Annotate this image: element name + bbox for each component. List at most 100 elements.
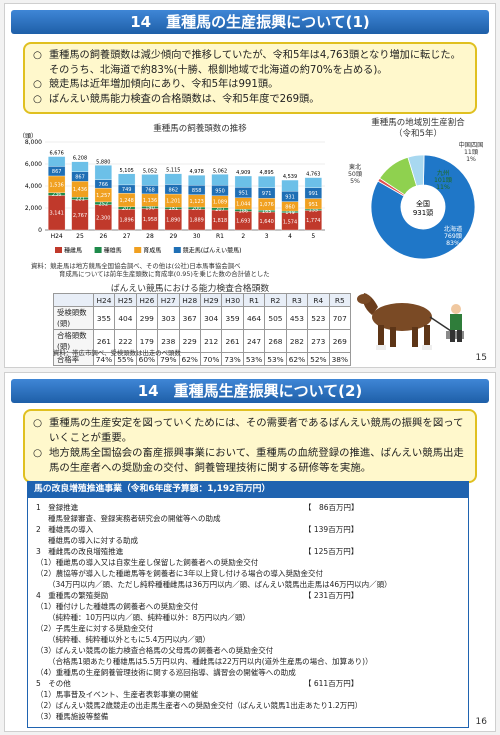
bar-value-label: 2,300 [96, 215, 110, 221]
source-note: 資料：競走馬は地方競馬全国協会調べ、その他は(公社)日本馬事協会調べ [31, 262, 241, 270]
table-cell: 229 [178, 329, 201, 353]
program-item-text: （2）子馬生産に対する奨励金交付 [36, 624, 154, 633]
program-item: （2）農協等が導入した種雌馬等を飼養者に3年以上貸し付ける場合の導入奨励金交付 [36, 568, 460, 579]
bar-value-label: 1,248 [120, 198, 134, 204]
x-tick-label: 27 [123, 233, 131, 240]
program-heading: 馬の改良增殖推進事業（令和6年度予算額：1,192百万円） [27, 481, 469, 498]
program-item-text: 2 種雄馬の導入 [36, 525, 94, 534]
x-tick-label: 4 [288, 233, 292, 240]
bar-value-label: 252 [99, 201, 109, 207]
program-item-text: （純粋種：10万円以内／頭、純粋種以外：8万円以内／頭） [48, 613, 250, 622]
bar-value-label: 207 [122, 206, 132, 212]
program-item-amount: 【 231百万円】 [304, 591, 359, 600]
table-cell: 53% [264, 352, 287, 366]
table-cell: 269 [328, 329, 352, 353]
legend-label: 育成馬 [143, 247, 161, 255]
table-cell: 355 [92, 306, 116, 330]
program-item: （2）子馬生産に対する奨励金交付 [36, 623, 460, 634]
pie-slice-count: 50頭 [348, 171, 363, 178]
bar-value-label: 867 [75, 175, 85, 181]
pie-slice-pct: 11% [436, 184, 450, 191]
program-item-amount: 【 611百万円】 [304, 679, 359, 688]
bar-total-label: 5,115 [166, 168, 180, 174]
table-title: ばんえい競馬における能力検査合格頭数 [110, 284, 270, 294]
pie-slice-count: 101頭 [434, 177, 453, 184]
bar-value-label: 1,436 [73, 187, 87, 193]
y-tick-label: 0 [38, 227, 42, 234]
program-item: 2 種雄馬の導入 【 139百万円】 [36, 524, 460, 535]
x-tick-label: 28 [146, 233, 154, 240]
program-item-text: 種馬登録審査、登録実務者研究会の開催等への助成 [48, 514, 221, 523]
table-header-cell: R4 [307, 293, 330, 307]
program-item-text: （4）重種馬の生産飼養管理技術に関する巡回指導、講習会の開催等への助成 [36, 668, 296, 677]
draft-horse-illustration [357, 293, 464, 350]
summary-bullet: ○ 重種馬の生産安定を図っていくためには、その需要者であるばんえい競馬の振興を図っ… [33, 417, 464, 444]
x-tick-label: 3 [265, 233, 269, 240]
bar-chart: （頭） 0 2,000 4,000 6,000 8,000 3,141 236 1,536 867… [19, 133, 325, 255]
table-header-cell [53, 293, 94, 307]
program-item: （純粋種：10万円以内／頭、純粋種以外：8万円以内／頭） [36, 612, 460, 623]
pie-slice-count: 11頭 [464, 149, 479, 156]
table-header-cell: H24 [92, 293, 116, 307]
program-item: （2）ばんえい競馬2歳競走の出走馬生産者への奨励金交付（ばんえい競馬1出走あたり… [36, 700, 460, 711]
program-item-amount: 【 86百万円】 [304, 503, 359, 512]
bar-value-label: 951 [239, 191, 249, 197]
table-cell: 273 [307, 329, 330, 353]
bar-value-label: 971 [262, 191, 272, 197]
table-header-cell: H28 [178, 293, 201, 307]
bar-total-label: 6,208 [73, 156, 87, 162]
pie-chart-title: 重種馬の地域別生産割合 [371, 118, 465, 128]
program-item-text: 4 重種馬の繁殖奨励 [36, 591, 109, 600]
bar-value-label: 1,136 [143, 198, 157, 204]
program-item-text: 種雄馬の導入に対する助成 [48, 536, 138, 545]
pie-center-label: 全国 [416, 199, 430, 208]
table-row: 受検頭数(頭) 355 404 299 303 367 304 359 464 505 453 523… [53, 306, 352, 330]
bar-value-label: 1,640 [260, 219, 274, 225]
bar-value-label: 1,693 [236, 219, 250, 225]
program-item: （1）馬事普及イベント、生産者表彰事業の開催 [36, 689, 460, 700]
bar-value-label: 1,889 [190, 218, 204, 224]
bar-value-label: 1,044 [236, 202, 250, 208]
legend-label: 種雌馬 [64, 247, 82, 255]
bar-value-label: 867 [52, 169, 62, 175]
pie-slice-pct: 1% [466, 156, 476, 163]
program-item-text: 5 その他 [36, 679, 71, 688]
table-row-label: 合格頭数(頭) [53, 329, 94, 353]
summary-box: ○ 重種馬の生産安定を図っていくためには、その需要者であるばんえい競馬の振興を図っ… [23, 409, 477, 483]
table-cell: 212 [199, 329, 223, 353]
bar-value-label: 2,767 [73, 213, 87, 219]
table-cell: 60% [135, 352, 159, 366]
legend-swatch [134, 247, 142, 253]
program-item-amount: 【 125百万円】 [304, 547, 359, 556]
table-header-cell: H30 [221, 293, 244, 307]
table-cell: 523 [307, 306, 330, 330]
x-tick-label: 5 [311, 233, 315, 240]
table-cell: 505 [264, 306, 287, 330]
bar-value-label: 931 [285, 194, 295, 200]
program-item: 4 重種馬の繁殖奨励 【 231百万円】 [36, 590, 460, 601]
pie-slice-count: 769頭 [444, 233, 463, 240]
x-tick-label: H24 [51, 233, 63, 240]
program-item: 種雄馬の導入に対する助成 [36, 535, 460, 546]
program-item-text: （合格馬1頭あたり種雄馬は5.5万円以内、種雌馬は22万円以内(道外生産馬の場合… [48, 657, 373, 666]
bar-segment [211, 174, 229, 186]
table-cell: 38% [328, 352, 352, 366]
bar-total-label: 4,895 [260, 170, 274, 176]
bar-segment [281, 179, 299, 192]
bar-value-label: 200 [192, 206, 202, 212]
table-cell: 299 [135, 306, 159, 330]
pie-slice-name: 中国四国 [459, 141, 484, 149]
bar-total-label: 5,880 [96, 159, 110, 165]
bar-segment [234, 175, 252, 188]
program-item-text: （1）種付けした種雄馬の飼養者への奨励金交付 [36, 602, 199, 611]
bar-total-label: 5,052 [143, 168, 157, 174]
program-details: 1 登録推進【 86百万円】 種馬登録審査、登録実務者研究会の開催等への助成 2 種… [27, 498, 469, 728]
table-header-row: H24 H25 H26 H27 H28 H29 H30 R1 R2 R3 R4 R5 [53, 293, 352, 307]
bar-value-label: 1,123 [190, 199, 204, 205]
bar-value-label: 236 [52, 192, 62, 198]
pie-slice [370, 154, 476, 260]
table-cell: 303 [157, 306, 180, 330]
table-header-cell: H25 [114, 293, 137, 307]
table-cell: 367 [178, 306, 201, 330]
